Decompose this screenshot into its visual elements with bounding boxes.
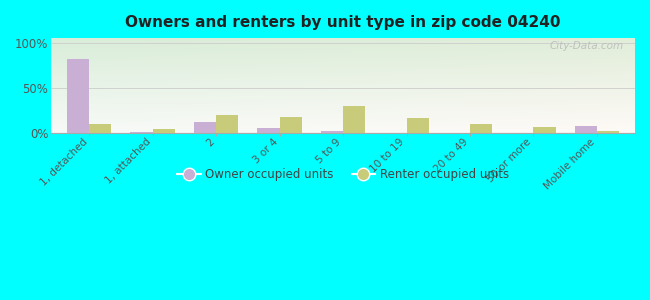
Bar (321, 131, 343, 133)
Bar (597, 131, 619, 133)
Bar (280, 117, 302, 133)
Bar (131, 132, 153, 133)
Bar (89, 124, 111, 133)
Legend: Owner occupied units, Renter occupied units: Owner occupied units, Renter occupied un… (172, 163, 514, 185)
Bar (153, 129, 175, 133)
Bar (216, 115, 239, 133)
Bar (406, 118, 429, 133)
Text: City-Data.com: City-Data.com (549, 41, 623, 51)
Bar (534, 127, 556, 133)
Bar (257, 128, 280, 133)
Bar (575, 126, 597, 133)
Bar (343, 106, 365, 133)
Bar (194, 122, 216, 133)
Bar (470, 124, 492, 133)
Bar (67, 59, 89, 133)
Title: Owners and renters by unit type in zip code 04240: Owners and renters by unit type in zip c… (125, 15, 561, 30)
